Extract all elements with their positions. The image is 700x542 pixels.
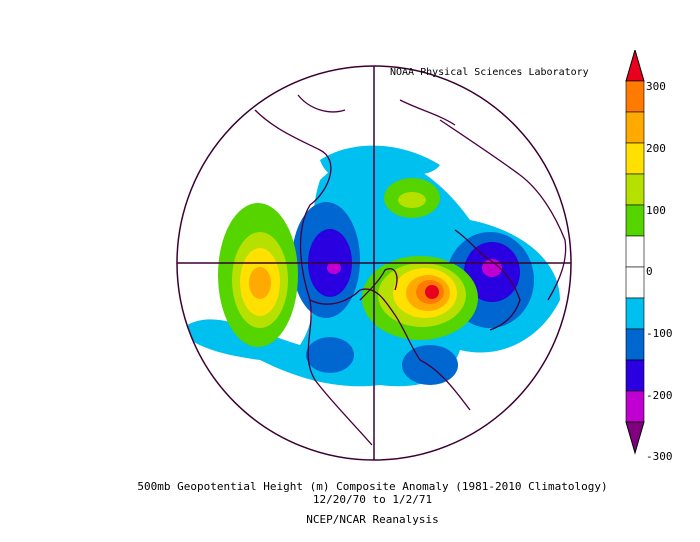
tick-0: 0 (646, 265, 653, 278)
caption-title: 500mb Geopotential Height (m) Composite … (137, 480, 608, 493)
pacific-ridge-250 (249, 267, 271, 299)
colorbar-segment (625, 297, 645, 330)
colorbar-bottom-arrow (625, 421, 645, 455)
colorbar-top-arrow (625, 50, 645, 82)
colorbar (625, 50, 645, 455)
tick-m200: -200 (646, 389, 673, 402)
colorbar-segment (625, 359, 645, 392)
colorbar-segment (625, 235, 645, 268)
colorbar-segment (625, 142, 645, 175)
colorbar-segment (625, 390, 645, 423)
caption-source: NCEP/NCAR Reanalysis (306, 513, 439, 526)
colorbar-segment (625, 328, 645, 361)
negative-band-top (320, 145, 440, 182)
western-lower-lobe (306, 337, 354, 373)
colorbar-segment (625, 266, 645, 299)
tick-100: 100 (646, 204, 666, 217)
colorbar-segment (625, 173, 645, 206)
caption-dates: 12/20/70 to 1/2/71 (312, 493, 433, 506)
tick-m300: -300 (646, 450, 673, 463)
southern-blue-lobe (402, 345, 458, 385)
western-trough-core (327, 262, 341, 274)
tick-m100: -100 (646, 327, 673, 340)
atlantic-ridge-core (425, 285, 439, 299)
tick-300: 300 (646, 80, 666, 93)
credit-text: NOAA Physical Sciences Laboratory (390, 67, 589, 78)
map-boundary (176, 65, 572, 461)
colorbar-segment (625, 111, 645, 144)
arctic-ridge-core (398, 192, 426, 208)
tick-200: 200 (646, 142, 666, 155)
colorbar-segment (625, 204, 645, 237)
negative-band-outer (180, 156, 560, 387)
colorbar-segment (625, 80, 645, 113)
coastlines (254, 94, 567, 446)
